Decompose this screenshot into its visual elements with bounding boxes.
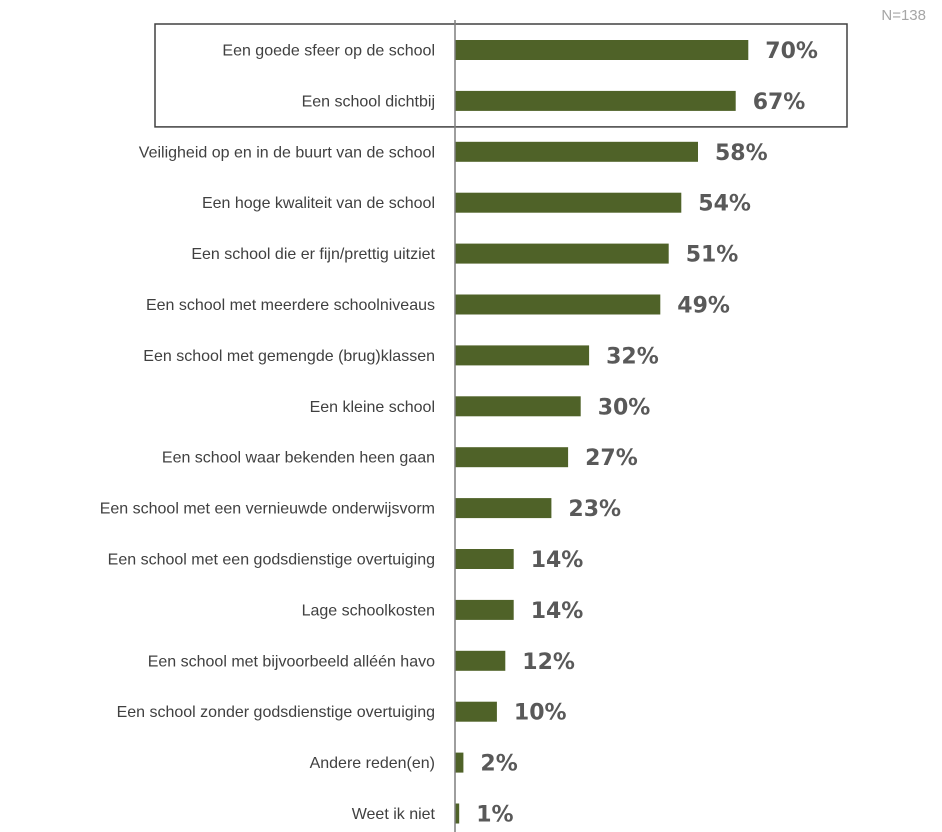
value-labels: 70% 67% 58% 54% 51% 49% 32% 30% 27% 23% 14% 14% 12% 1… [476,39,818,828]
bar [455,243,669,264]
bar [455,40,749,60]
bar [455,141,698,162]
value-label: 12% [522,650,575,675]
value-label: 51% [686,243,739,268]
value-label: 58% [715,141,768,166]
bars-layer [455,40,749,824]
value-label: 30% [598,395,651,420]
bar [455,498,552,519]
highlight-layer [154,23,848,128]
value-label: 1% [476,803,513,828]
category-label: Lage schoolkosten [302,602,435,619]
category-label: Een goede sfeer op de school [222,43,435,60]
value-label: 23% [568,497,621,522]
category-label: Een school met een vernieuwde onderwijsv… [100,501,435,518]
value-label: 2% [480,752,517,777]
category-label: Een school dichtbij [302,93,435,110]
value-label: 32% [606,344,659,369]
bar [455,294,661,315]
sample-size-note: N=138 [881,7,926,24]
value-label: 67% [753,90,806,115]
category-label: Een kleine school [310,399,435,416]
value-label: 49% [677,294,730,319]
category-label: Een school met meerdere schoolniveaus [146,297,435,314]
bar [455,599,514,620]
value-label: 10% [514,701,567,726]
category-labels: Een goede sfeer op de school Een school d… [100,43,436,824]
category-label: Andere reden(en) [310,755,435,772]
highlight-box [154,23,848,128]
bar [455,192,682,213]
bar [455,650,506,671]
value-label: 70% [765,39,818,64]
bar [455,447,569,468]
category-label: Een school zonder godsdienstige overtuig… [117,704,435,721]
bar [455,752,464,773]
value-label: 14% [531,599,584,624]
value-label: 27% [585,446,638,471]
category-label: Een hoge kwaliteit van de school [202,195,435,212]
bar [455,345,590,366]
category-label: Een school met bijvoorbeeld alléén havo [148,653,435,670]
bar [455,549,514,569]
bar [455,90,736,111]
bar [455,396,581,417]
category-label: Een school met gemengde (brug)klassen [143,348,435,365]
bar [455,803,460,824]
value-label: 54% [698,192,751,217]
bar [455,701,497,722]
category-label: Een school waar bekenden heen gaan [162,450,435,467]
category-label: Een school die er fijn/prettig uitziet [191,246,435,263]
value-label: 14% [531,548,584,573]
category-label: Een school met een godsdienstige overtui… [108,552,435,569]
category-label: Weet ik niet [352,806,436,823]
category-label: Veiligheid op en in de buurt van de scho… [139,144,435,161]
